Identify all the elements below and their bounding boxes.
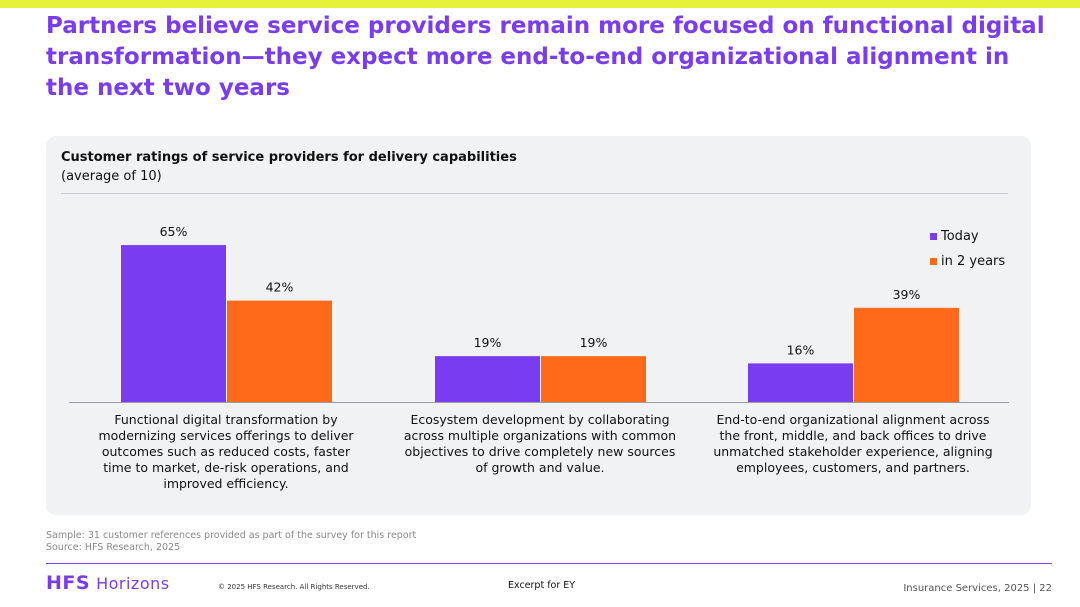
bar-today-2: [748, 363, 853, 402]
legend-item-in-2-years: in 2 years: [930, 254, 1005, 269]
data-label-today-1: 19%: [474, 335, 502, 350]
data-label-in-2-years-2: 39%: [893, 287, 921, 302]
footer-divider: [46, 563, 1052, 564]
legend-label-in-2-years: in 2 years: [941, 254, 1006, 269]
bar-chart: 65% 19% 16% 42% 19% 39%: [69, 224, 1009, 403]
data-label-today-0: 65%: [160, 224, 188, 239]
legend-item-today: Today: [930, 229, 979, 244]
data-label-today-2: 16%: [787, 342, 815, 357]
title-divider: [61, 193, 1008, 194]
category-label-functional: Functional digital transformation by mod…: [98, 412, 354, 491]
page-title: Partners believe service providers remai…: [46, 13, 1045, 101]
chart-title: Customer ratings of service providers fo…: [61, 150, 517, 165]
bar-in-2-years-2: [854, 307, 959, 402]
chart-subtitle: (average of 10): [61, 169, 162, 184]
logo-hfs: HFS: [46, 572, 91, 594]
chart-card: Customer ratings of service providers fo…: [46, 136, 1031, 515]
page-footer-info: Insurance Services, 2025 | 22: [903, 583, 1052, 594]
excerpt-label: Excerpt for EY: [508, 580, 576, 591]
copyright-text: © 2025 HFS Research. All Rights Reserved…: [218, 583, 370, 591]
sample-note: Sample: 31 customer references provided …: [46, 530, 417, 541]
legend-label-today: Today: [941, 229, 979, 244]
legend-swatch-in-2-years: [930, 258, 937, 265]
category-label-ecosystem: Ecosystem development by collaborating a…: [403, 412, 677, 475]
logo-horizons: Horizons: [96, 574, 170, 593]
data-label-in-2-years-1: 19%: [580, 335, 608, 350]
hfs-horizons-logo: HFS Horizons: [46, 572, 170, 594]
bar-today-1: [435, 356, 540, 402]
category-label-end-to-end: End-to-end organizational alignment acro…: [713, 412, 993, 475]
source-note: Source: HFS Research, 2025: [46, 542, 181, 553]
bar-today-0: [121, 245, 226, 402]
top-accent-bar: [0, 0, 1080, 8]
data-label-in-2-years-0: 42%: [266, 280, 294, 295]
bar-in-2-years-0: [227, 300, 332, 402]
bar-in-2-years-1: [541, 356, 646, 402]
legend-swatch-today: [930, 233, 937, 240]
